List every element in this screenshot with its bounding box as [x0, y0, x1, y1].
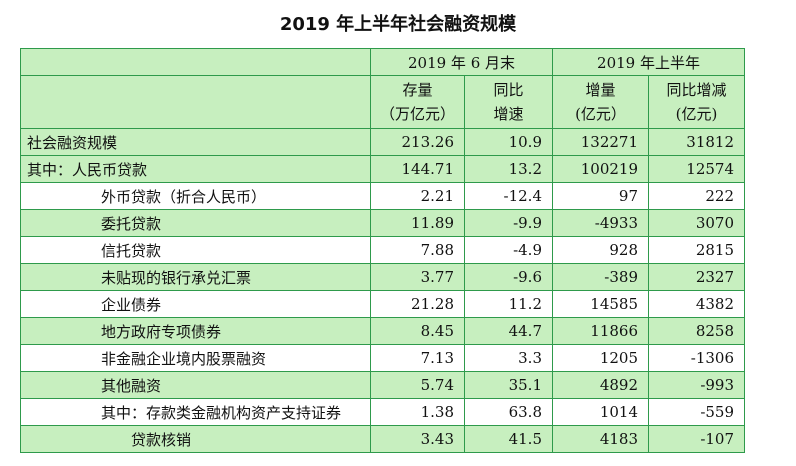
row-stock: 1.38: [370, 398, 465, 426]
row-change: 3070: [647, 209, 746, 237]
row-name: 社会融资规模: [20, 128, 371, 156]
row-growth: 63.8: [464, 398, 553, 426]
header-group-end-june: 2019 年 6 月末: [370, 48, 553, 76]
row-increment: 14585: [552, 290, 649, 318]
header-group-h1: 2019 年上半年: [551, 48, 746, 76]
row-change: 31812: [647, 128, 746, 156]
row-stock: 144.71: [370, 155, 465, 183]
row-increment: 1014: [552, 398, 649, 426]
table-row: 企业债券 21.28 11.2 14585 4382: [20, 290, 746, 318]
header-stock-line2: （万亿元）: [379, 105, 455, 123]
header-empty-cell-2: [20, 75, 371, 129]
row-change: 2327: [647, 263, 746, 291]
row-increment: 100219: [552, 155, 649, 183]
table-row: 社会融资规模 213.26 10.9 132271 31812: [20, 128, 746, 156]
row-stock: 2.21: [370, 182, 465, 210]
row-growth: -12.4: [464, 182, 553, 210]
row-increment: -4933: [552, 209, 649, 237]
row-increment: 132271: [552, 128, 649, 156]
header-row-group: 2019 年 6 月末 2019 年上半年: [20, 48, 746, 76]
header-increment-line1: 增量: [585, 81, 616, 99]
row-growth: 44.7: [464, 317, 553, 345]
row-name: 其中：人民币贷款: [20, 155, 371, 183]
table-row: 其中：存款类金融机构资产支持证券 1.38 63.8 1014 -559: [20, 398, 746, 426]
row-change: -107: [647, 425, 746, 453]
header-growth-line1: 同比: [493, 81, 524, 99]
header-row-columns: 存量 （万亿元） 同比 增速 增量 (亿元） 同比增减 (亿元): [20, 75, 746, 129]
row-stock: 7.88: [370, 236, 465, 264]
row-name: 企业债券: [20, 290, 371, 318]
row-change: -559: [647, 398, 746, 426]
header-stock: 存量 （万亿元）: [370, 75, 465, 129]
header-empty-cell: [20, 48, 371, 76]
row-change: 4382: [647, 290, 746, 318]
row-name: 未贴现的银行承兑汇票: [20, 263, 371, 291]
row-stock: 11.89: [370, 209, 465, 237]
row-stock: 213.26: [370, 128, 465, 156]
header-growth-line2: 增速: [493, 105, 524, 123]
row-growth: 13.2: [464, 155, 553, 183]
row-name: 贷款核销: [20, 425, 371, 453]
row-growth: 35.1: [464, 371, 553, 399]
header-change-line1: 同比增减: [666, 81, 727, 99]
table-row: 信托贷款 7.88 -4.9 928 2815: [20, 236, 746, 264]
row-stock: 8.45: [370, 317, 465, 345]
row-stock: 21.28: [370, 290, 465, 318]
row-change: 12574: [647, 155, 746, 183]
row-increment: 4183: [552, 425, 649, 453]
row-name: 地方政府专项债券: [20, 317, 371, 345]
table-row: 地方政府专项债券 8.45 44.7 11866 8258: [20, 317, 746, 345]
row-growth: -9.6: [464, 263, 553, 291]
row-increment: 4892: [552, 371, 649, 399]
row-name: 外币贷款（折合人民币）: [20, 182, 371, 210]
table-row: 贷款核销 3.43 41.5 4183 -107: [20, 425, 746, 453]
row-growth: 41.5: [464, 425, 553, 453]
table-row: 未贴现的银行承兑汇票 3.77 -9.6 -389 2327: [20, 263, 746, 291]
table-row: 委托贷款 11.89 -9.9 -4933 3070: [20, 209, 746, 237]
row-growth: 11.2: [464, 290, 553, 318]
header-increment: 增量 (亿元）: [552, 75, 649, 129]
header-growth: 同比 增速: [464, 75, 553, 129]
row-increment: -389: [552, 263, 649, 291]
table-row: 其中：人民币贷款 144.71 13.2 100219 12574: [20, 155, 746, 183]
row-increment: 97: [552, 182, 649, 210]
row-growth: -4.9: [464, 236, 553, 264]
table-row: 非金融企业境内股票融资 7.13 3.3 1205 -1306: [20, 344, 746, 372]
row-name: 其中：存款类金融机构资产支持证券: [20, 398, 371, 426]
row-stock: 5.74: [370, 371, 465, 399]
row-increment: 11866: [552, 317, 649, 345]
row-change: 222: [647, 182, 746, 210]
row-growth: 10.9: [464, 128, 553, 156]
social-financing-table: 2019 年 6 月末 2019 年上半年 存量 （万亿元） 同比 增速 增量 …: [20, 48, 746, 453]
row-stock: 3.77: [370, 263, 465, 291]
row-name: 非金融企业境内股票融资: [20, 344, 371, 372]
table-row: 其他融资 5.74 35.1 4892 -993: [20, 371, 746, 399]
row-increment: 1205: [552, 344, 649, 372]
row-change: 2815: [647, 236, 746, 264]
row-name: 委托贷款: [20, 209, 371, 237]
row-change: -993: [647, 371, 746, 399]
header-increment-line2: (亿元）: [575, 105, 626, 123]
row-name: 其他融资: [20, 371, 371, 399]
row-change: 8258: [647, 317, 746, 345]
table-row: 外币贷款（折合人民币） 2.21 -12.4 97 222: [20, 182, 746, 210]
header-change: 同比增减 (亿元): [647, 75, 746, 129]
row-increment: 928: [552, 236, 649, 264]
row-change: -1306: [647, 344, 746, 372]
row-stock: 3.43: [370, 425, 465, 453]
row-name: 信托贷款: [20, 236, 371, 264]
header-change-line2: (亿元): [675, 105, 718, 123]
header-stock-line1: 存量: [402, 81, 433, 99]
row-stock: 7.13: [370, 344, 465, 372]
row-growth: 3.3: [464, 344, 553, 372]
table-title: 2019 年上半年社会融资规模: [279, 14, 517, 35]
row-growth: -9.9: [464, 209, 553, 237]
